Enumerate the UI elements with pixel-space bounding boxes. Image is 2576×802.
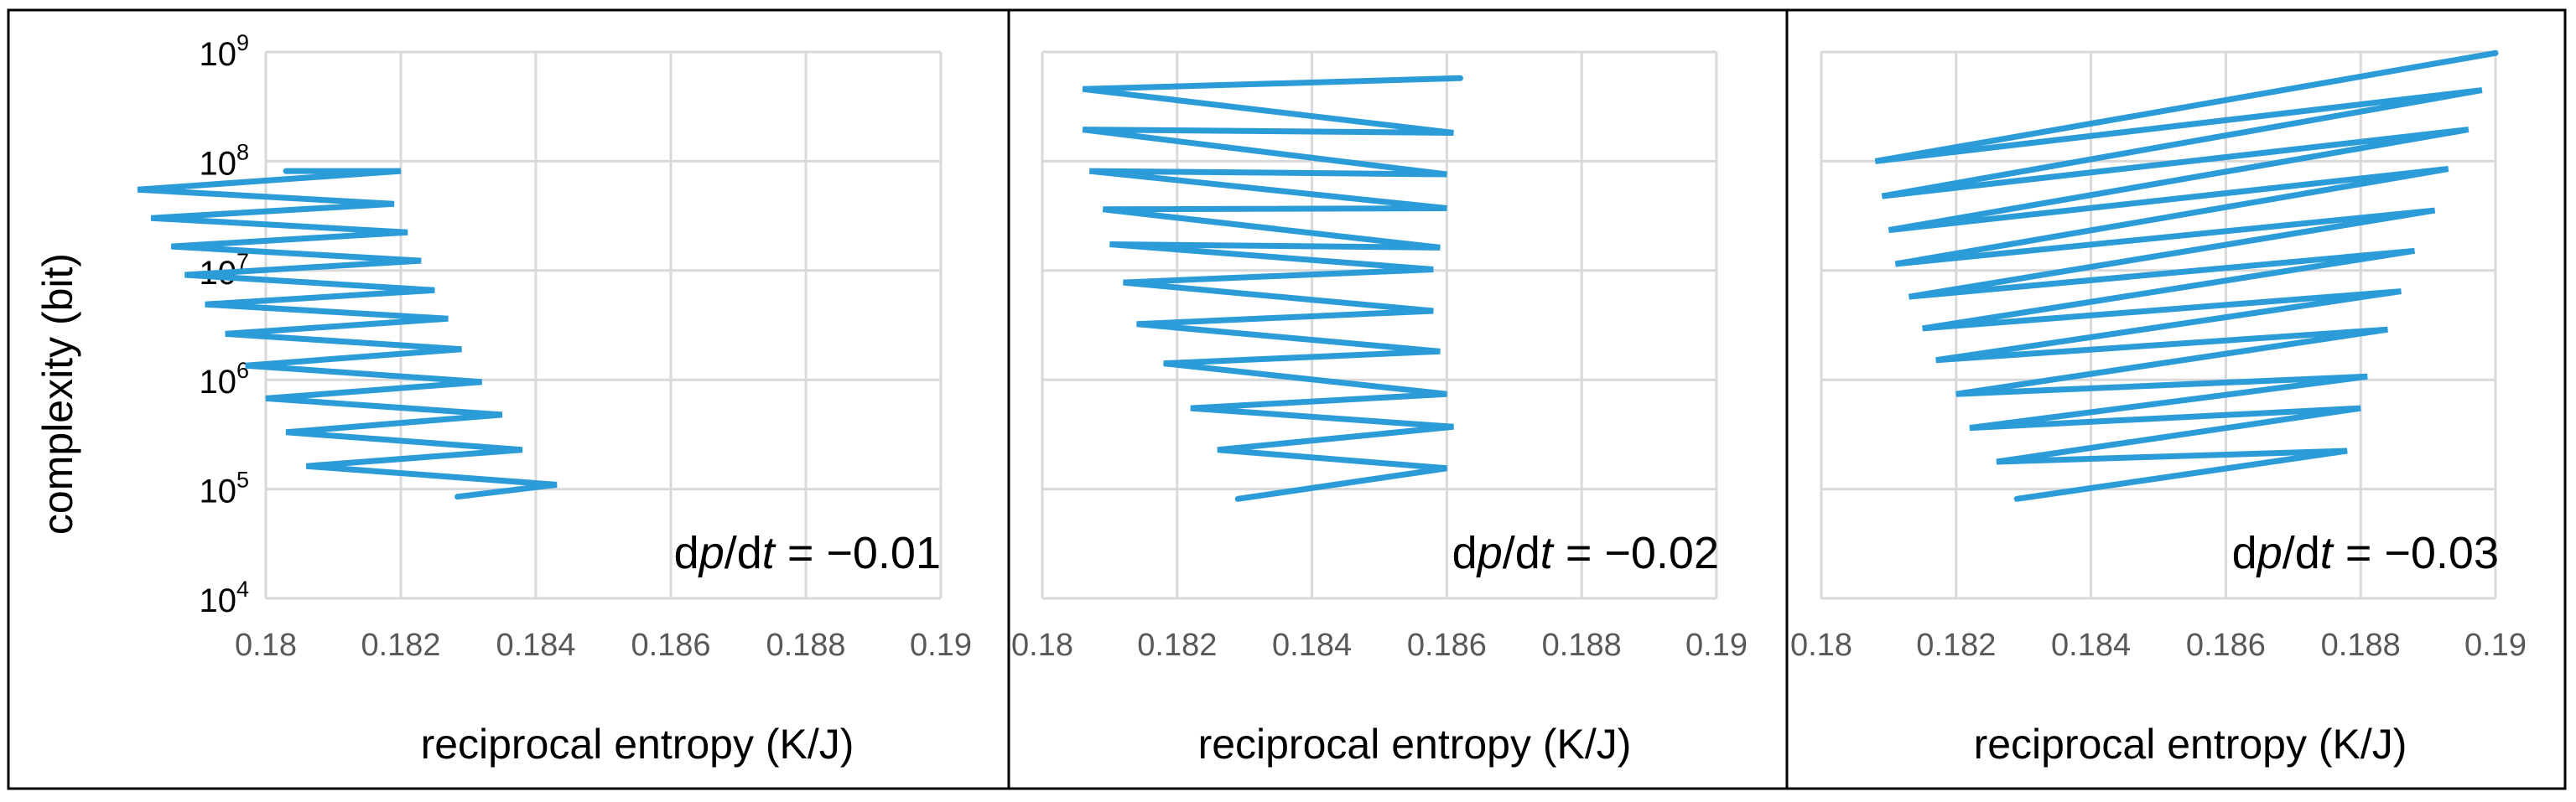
panel-1-annotation: dp/dt = −0.01: [674, 528, 941, 578]
panel-2-series-line: [1082, 75, 1463, 502]
panel-1-annotation-italic: p: [698, 528, 724, 578]
panel-1-x-tick-label: 0.186: [631, 628, 710, 663]
panel-2-x-tick-label: 0.186: [1407, 628, 1487, 663]
panel-1-y-tick-label: 104: [199, 577, 249, 619]
panel-3-x-ticks: 0.18 0.182 0.184 0.186 0.188 0.19: [1790, 628, 2527, 663]
panel-3-x-tick-label: 0.184: [2051, 628, 2131, 663]
panel-1-annotation-italic2: t: [762, 528, 776, 578]
panel-2-x-tick-label: 0.182: [1137, 628, 1217, 663]
panel-2: 0.18 0.182 0.184 0.186 0.188 0.19 dp/dt = −0.…: [1011, 50, 1748, 768]
panel-1-y-tick-label: 108: [199, 139, 249, 182]
panel-1-x-tick-label: 0.18: [235, 628, 297, 663]
panel-1-annotation-suffix: = −0.01: [775, 528, 941, 578]
panel-1-y-tick-label: 106: [199, 358, 249, 401]
panel-2-x-tick-label: 0.188: [1542, 628, 1622, 663]
panel-3-x-tick-label: 0.182: [1916, 628, 1996, 663]
panel-3-annotation-mid: /d: [2283, 528, 2320, 578]
panel-1-grid: [264, 50, 943, 600]
panel-1-x-axis-title: reciprocal entropy (K/J): [421, 721, 854, 768]
panel-2-x-ticks: 0.18 0.182 0.184 0.186 0.188 0.19: [1011, 628, 1748, 663]
panel-3-annotation-italic2: t: [2320, 528, 2334, 578]
panel-3-x-tick-label: 0.19: [2464, 628, 2527, 663]
panel-3-x-tick-label: 0.18: [1790, 628, 1852, 663]
panel-2-annotation-italic2: t: [1540, 528, 1555, 578]
panel-3-x-axis-title: reciprocal entropy (K/J): [1974, 721, 2407, 768]
panel-2-annotation: dp/dt = −0.02: [1452, 528, 1719, 578]
y-axis-title: complexity (bit): [34, 253, 81, 535]
panel-3-annotation-prefix: d: [2232, 528, 2257, 578]
panel-2-annotation-suffix: = −0.02: [1553, 528, 1719, 578]
panel-1-x-tick-label: 0.188: [766, 628, 845, 663]
panel-2-x-tick-label: 0.19: [1685, 628, 1748, 663]
panel-3-x-tick-label: 0.186: [2186, 628, 2266, 663]
panel-3-series-line: [1874, 49, 2499, 502]
panel-3-annotation: dp/dt = −0.03: [2232, 528, 2499, 578]
panel-2-annotation-italic: p: [1476, 528, 1503, 578]
panel-1-x-ticks: 0.18 0.182 0.184 0.186 0.188 0.19: [235, 628, 972, 663]
panel-3: 0.18 0.182 0.184 0.186 0.188 0.19 dp/dt = −0.…: [1790, 49, 2527, 768]
panel-2-annotation-prefix: d: [1452, 528, 1478, 578]
panel-2-x-tick-label: 0.184: [1272, 628, 1352, 663]
panel-1-y-tick-label: 109: [199, 30, 249, 73]
panel-1-annotation-prefix: d: [674, 528, 699, 578]
panel-3-annotation-suffix: = −0.03: [2333, 528, 2499, 578]
panel-1-x-tick-label: 0.19: [910, 628, 972, 663]
outer-frame: [7, 8, 2567, 790]
panel-3-annotation-italic: p: [2256, 528, 2283, 578]
panel-1-y-tick-label: 105: [199, 468, 249, 510]
panel-2-x-axis-title: reciprocal entropy (K/J): [1198, 721, 1632, 768]
panel-2-x-tick-label: 0.18: [1011, 628, 1073, 663]
panel-2-annotation-mid: /d: [1503, 528, 1540, 578]
panel-1-series-line: [137, 168, 558, 500]
panel-1-x-tick-label: 0.184: [496, 628, 575, 663]
panel-3-x-tick-label: 0.188: [2321, 628, 2401, 663]
panel-1-x-tick-label: 0.182: [361, 628, 440, 663]
panel-1-annotation-mid: /d: [724, 528, 762, 578]
